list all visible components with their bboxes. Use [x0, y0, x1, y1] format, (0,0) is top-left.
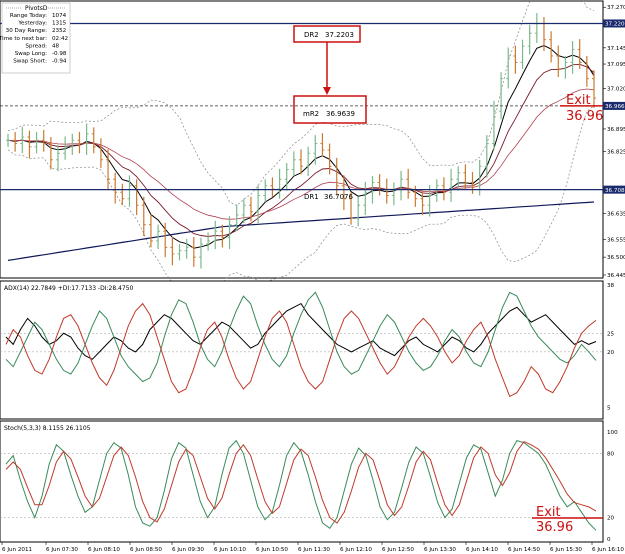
dr1-value: 36.7076 [324, 193, 353, 201]
price-axis: 37.270 37.145 37.095 37.020 36.895 36.825 36.6… [603, 5, 625, 279]
adx-axis-label: 38 [607, 283, 615, 289]
dr1-annotation: DR1 36.7076 [304, 193, 353, 201]
adx-axis: 38 25 20 5 [607, 283, 615, 412]
time-axis-label: 6 Jun 08:10 [88, 547, 120, 553]
exit-value-stoch: 36.96 [536, 520, 573, 535]
info-row-label: Swap Long: [15, 51, 47, 57]
price-tag [603, 185, 625, 194]
adx-axis-label: 5 [607, 406, 611, 412]
ma-long [7, 201, 595, 261]
dr2-annotation: DR2 37.2203 [293, 25, 361, 43]
info-row-value: 1074 [52, 13, 67, 19]
info-box-title: PivotsD [25, 5, 48, 12]
price-axis-label: 37.095 [607, 62, 625, 68]
time-axis-label: 6 Jun 11:30 [298, 547, 330, 553]
arrow-dr2-to-mr2 [323, 42, 331, 95]
time-axis-label: 6 Jun 12:50 [382, 547, 414, 553]
stoch-axis: 100 80 20 0 [607, 430, 618, 543]
price-tag-label: 36.966 [605, 104, 625, 110]
stoch-main-line [5, 439, 597, 531]
info-row-label: Spread: [25, 43, 47, 49]
price-axis-label: 36.555 [607, 237, 625, 243]
dr1-label: DR1 [304, 193, 319, 201]
info-row-label: Time to next bar: [0, 36, 47, 42]
stoch-panel [0, 420, 604, 543]
info-row-value: 02:42 [52, 36, 68, 42]
mr2-annotation: mR2 36.9639 [293, 95, 367, 124]
bollinger-bands [7, 0, 595, 292]
stoch-title: Stoch(5,3,3) 8.1155 26.1105 [4, 425, 91, 432]
price-axis-label: 36.500 [607, 255, 625, 261]
plus-di-line [5, 291, 597, 383]
time-axis-label: 6 Jun 07:30 [46, 547, 78, 553]
price-tag-label: 36.708 [605, 188, 625, 194]
time-axis-label: 6 Jun 2011 [2, 547, 33, 553]
dr2-value: 37.2203 [325, 31, 354, 39]
time-axis-label: 6 Jun 08:50 [130, 547, 162, 553]
time-axis-label: 6 Jun 09:30 [172, 547, 204, 553]
info-row-value: 1315 [52, 21, 67, 27]
adx-axis-label: 20 [607, 350, 615, 356]
stoch-axis-label: 0 [607, 537, 611, 543]
stoch-axis-label: 80 [607, 451, 615, 457]
price-axis-label: 37.270 [607, 5, 625, 11]
price-bars [6, 13, 596, 269]
time-axis-label: 6 Jun 13:30 [424, 547, 456, 553]
price-axis-label: 36.445 [607, 273, 625, 279]
adx-axis-label: 25 [607, 331, 615, 337]
upper-band [7, 0, 595, 207]
adx-grid [0, 333, 603, 353]
price-axis-label: 36.895 [607, 127, 625, 133]
minus-di-line [5, 302, 597, 398]
ma-slow [7, 88, 595, 220]
time-axis: 6 Jun 2011 6 Jun 07:30 6 Jun 08:10 6 Jun 08… [1, 542, 624, 553]
mr2-value: 36.9639 [326, 110, 355, 118]
stoch-signal-line [5, 440, 597, 524]
price-axis-label: 37.145 [607, 46, 625, 52]
dr2-label: DR2 [304, 31, 319, 39]
time-axis-label: 6 Jun 16:10 [592, 547, 624, 553]
pivot-lines [0, 22, 603, 191]
ma-medium [7, 63, 595, 237]
info-row-label: Range Today: [10, 13, 47, 19]
info-row-label: Yesterday: [17, 21, 47, 27]
time-axis-label: 6 Jun 14:50 [508, 547, 540, 553]
exit-value-main: 36.96 [566, 109, 603, 124]
time-axis-label: 6 Jun 14:10 [466, 547, 498, 553]
time-axis-label: 6 Jun 12:10 [340, 547, 372, 553]
info-row-label: Swap Short: [13, 59, 47, 65]
price-tag-label: 37.220 [605, 22, 625, 28]
adx-panel [0, 280, 604, 420]
exit-word-stoch: Exit [536, 505, 561, 520]
exit-annotation-stoch: Exit 36.96 [532, 505, 603, 535]
time-axis-label: 6 Jun 15:30 [550, 547, 582, 553]
time-axis-label: 6 Jun 10:50 [256, 547, 288, 553]
adx-lines [5, 291, 597, 398]
mr2-label: mR2 [303, 110, 319, 118]
price-tag [603, 19, 625, 28]
info-row-label: 30 Day Range: [6, 28, 47, 34]
price-axis-label: 36.825 [607, 150, 625, 156]
price-axis-label: 36.635 [607, 211, 625, 217]
info-row-value: -0.98 [52, 51, 67, 57]
lower-band [7, 105, 595, 292]
exit-annotation-main: Exit 36.96 [566, 93, 603, 124]
stoch-axis-label: 20 [607, 516, 615, 522]
info-row-value: 48 [52, 43, 60, 49]
exit-word-main: Exit [566, 93, 591, 108]
info-row-value: -0.94 [52, 59, 67, 65]
info-box: PivotsD Range Today: 1074 Yesterday: 1315 30… [0, 2, 71, 74]
adx-title: ADX(14) 22.7849 +DI:17.7133 -DI:28.4750 [4, 285, 134, 292]
price-axis-label: 37.020 [607, 86, 625, 92]
price-tag [603, 101, 625, 110]
stoch-axis-label: 100 [607, 430, 618, 436]
info-row-value: 2352 [52, 28, 66, 34]
stoch-lines [5, 439, 597, 531]
time-axis-label: 6 Jun 10:10 [214, 547, 246, 553]
